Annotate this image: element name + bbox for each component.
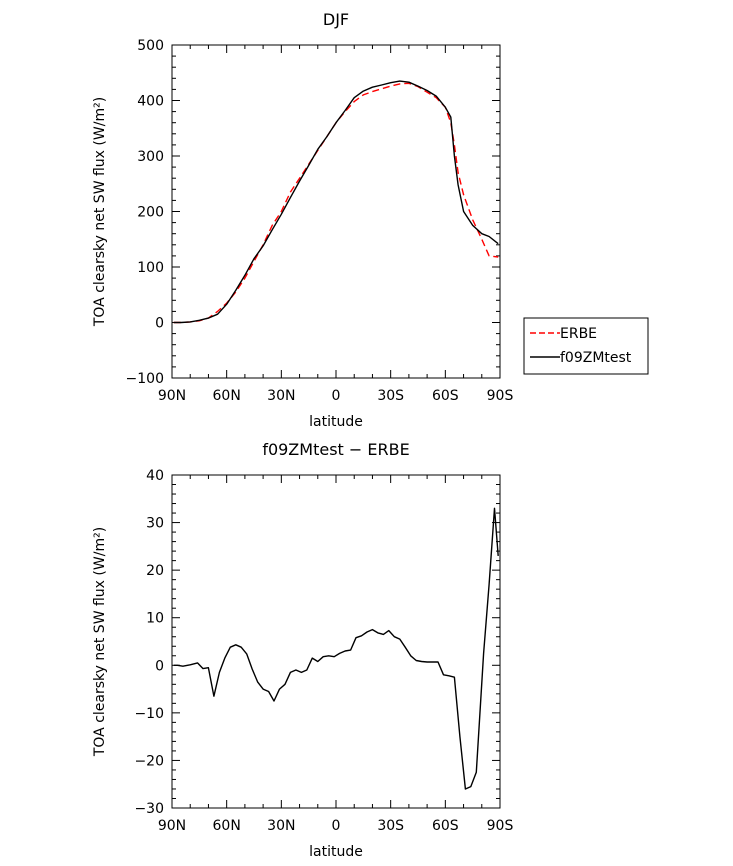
y-tick-label: −30 (134, 801, 164, 817)
x-axis-label: latitude (309, 844, 363, 860)
y-tick-label: 10 (146, 611, 164, 627)
y-tick-label: 100 (137, 260, 164, 276)
y-tick-label: 20 (146, 563, 164, 579)
y-tick-label: 0 (155, 316, 164, 332)
y-tick-label: 500 (137, 38, 164, 54)
x-tick-label: 30N (267, 818, 295, 834)
y-tick-label: 0 (155, 658, 164, 674)
y-axis-label: TOA clearsky net SW flux (W/m²) (92, 527, 108, 757)
bottom-panel-difference: 90N 60N 30N 0 30S 60S 90S −30 −20 −10 0 10 20 30 40 f09… (92, 440, 513, 860)
series-line-difference (173, 507, 499, 790)
y-tick-label: −10 (134, 706, 164, 722)
series-line-erbe (173, 82, 499, 324)
chart-title: f09ZMtest − ERBE (262, 440, 409, 459)
x-tick-label: 90N (158, 388, 186, 404)
x-tick-label: 90N (158, 818, 186, 834)
y-tick-label: 400 (137, 94, 164, 110)
y-tick-label: −100 (126, 371, 164, 387)
legend-label: f09ZMtest (560, 350, 632, 366)
y-axis-label: TOA clearsky net SW flux (W/m²) (92, 97, 108, 327)
x-tick-label: 30N (267, 388, 295, 404)
x-tick-label: 90S (487, 388, 514, 404)
x-tick-label: 30S (377, 388, 404, 404)
x-tick-label: 0 (332, 388, 341, 404)
y-tick-label: −20 (134, 753, 164, 769)
y-tick-label: 300 (137, 149, 164, 165)
legend-label: ERBE (560, 326, 597, 342)
x-tick-label: 30S (377, 818, 404, 834)
x-tick-label: 90S (487, 818, 514, 834)
plot-frame (171, 44, 501, 379)
y-tick-label: 200 (137, 205, 164, 221)
x-tick-label: 60S (432, 818, 459, 834)
legend-box (523, 317, 649, 375)
series-line-f09zmtest (173, 80, 499, 324)
x-tick-label: 60N (213, 818, 241, 834)
x-tick-label: 0 (332, 818, 341, 834)
x-axis-label: latitude (309, 414, 363, 430)
plot-frame (171, 474, 501, 809)
x-tick-label: 60N (213, 388, 241, 404)
top-panel-djf: 90N 60N 30N 0 30S 60S 90S −100 0 100 200 300 400 500 D… (92, 10, 649, 430)
chart-title: DJF (323, 10, 349, 29)
y-tick-label: 40 (146, 468, 164, 484)
y-tick-label: 30 (146, 516, 164, 532)
x-tick-label: 60S (432, 388, 459, 404)
